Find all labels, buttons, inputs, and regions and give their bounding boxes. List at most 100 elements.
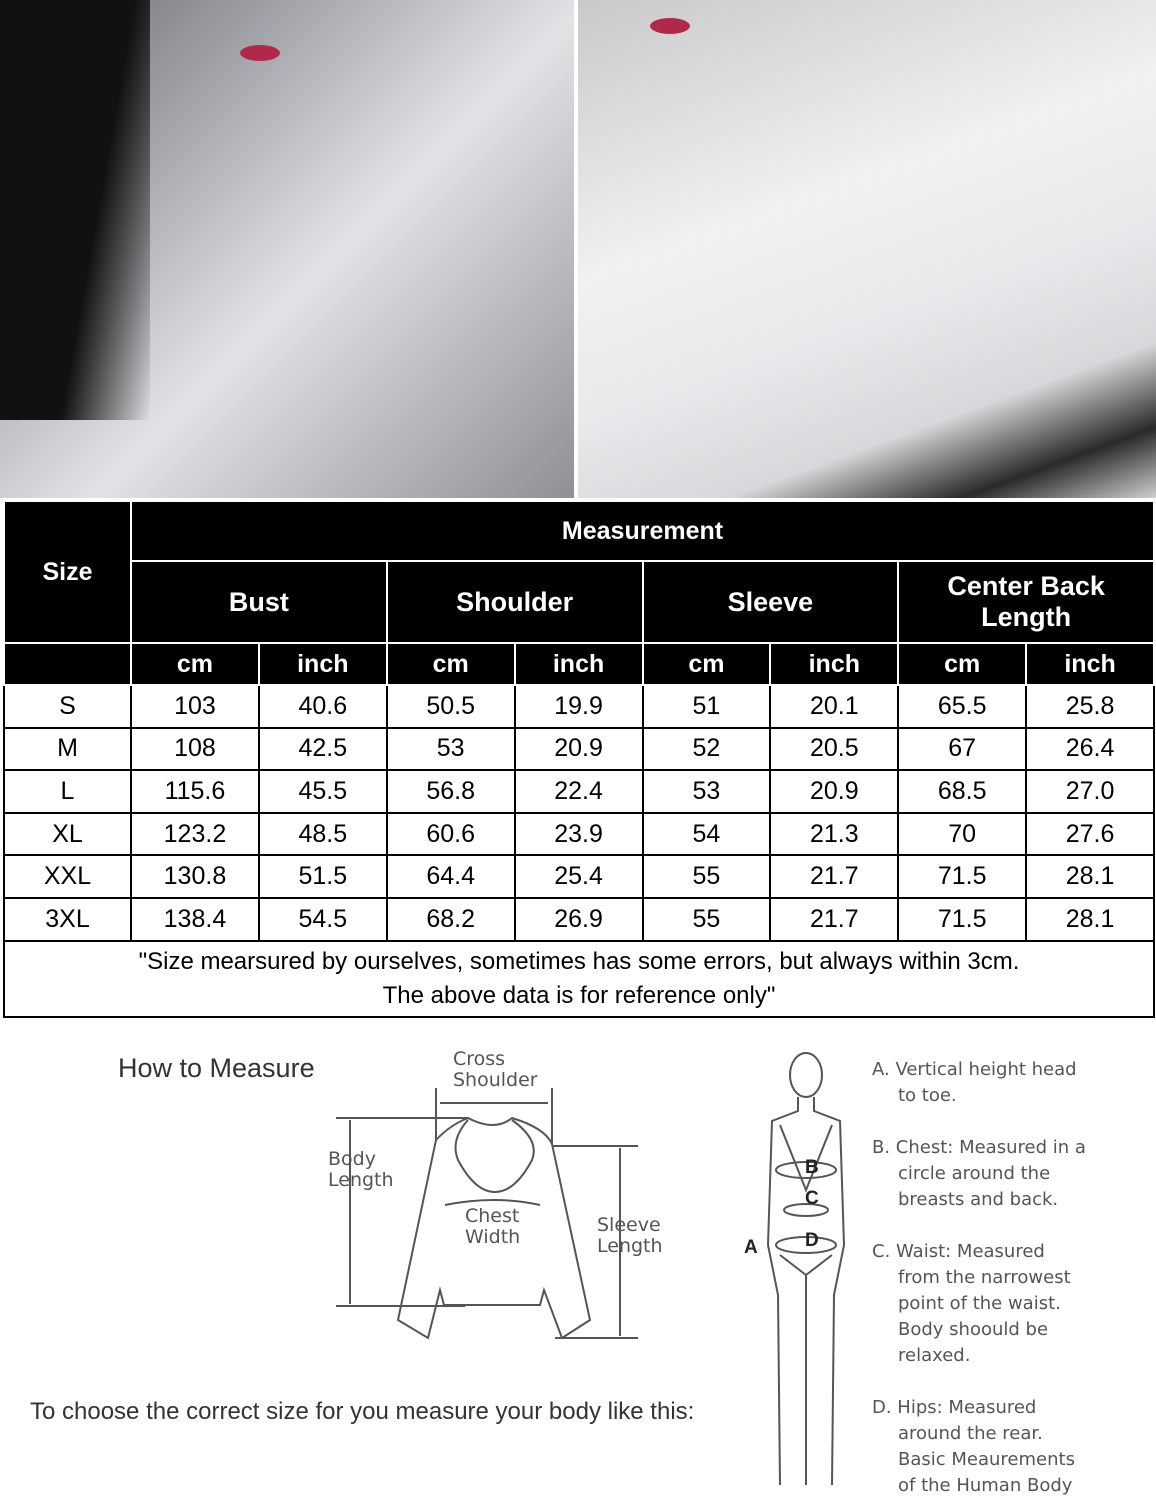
value-cell: 138.4 — [130, 896, 260, 942]
measure-note-line: point of the waist. — [898, 1293, 1061, 1314]
value-cell: 26.4 — [1025, 726, 1155, 772]
value-cell: 19.9 — [513, 684, 644, 729]
group-header: Sleeve — [641, 560, 900, 644]
measure-note-line: Body shoould be — [898, 1319, 1049, 1340]
measure-note-line: relaxed. — [898, 1345, 971, 1366]
unit-header: inch — [1025, 642, 1155, 686]
value-cell: 40.6 — [257, 684, 388, 729]
choose-size-text: To choose the correct size for you measu… — [30, 1398, 695, 1425]
value-cell: 71.5 — [897, 896, 1028, 942]
value-cell: 70 — [897, 811, 1028, 857]
value-cell: 115.6 — [130, 769, 260, 814]
table-row: L 115.6 45.5 56.8 22.4 53 20.9 68.5 27.0 — [3, 769, 1155, 814]
measure-note-line: from the narrowest — [898, 1267, 1071, 1288]
group-header: Bust — [130, 560, 388, 644]
size-header: Size — [3, 500, 132, 644]
size-cell: S — [3, 684, 132, 729]
value-cell: 123.2 — [130, 811, 260, 857]
value-cell: 53 — [385, 726, 516, 772]
unit-header: cm — [897, 642, 1028, 686]
value-cell: 22.4 — [513, 769, 644, 814]
body-mark-c: C — [805, 1188, 819, 1209]
how-to-measure-title: How to Measure — [118, 1053, 315, 1083]
value-cell: 65.5 — [897, 684, 1028, 729]
value-cell: 51 — [641, 684, 772, 729]
measure-note-line: circle around the — [898, 1163, 1051, 1184]
value-cell: 27.0 — [1025, 769, 1155, 814]
value-cell: 68.5 — [897, 769, 1028, 814]
value-cell: 20.9 — [769, 769, 900, 814]
measure-note-line: Basic Meaurements — [898, 1449, 1075, 1470]
unit-header: inch — [769, 642, 900, 686]
measure-note-line: D. Hips: Measured — [872, 1397, 1037, 1418]
value-cell: 56.8 — [385, 769, 516, 814]
value-cell: 20.1 — [769, 684, 900, 729]
value-cell: 55 — [641, 854, 772, 899]
value-cell: 45.5 — [257, 769, 388, 814]
table-row: XL 123.2 48.5 60.6 23.9 54 21.3 70 27.6 — [3, 811, 1155, 857]
body-mark-d: D — [805, 1230, 819, 1251]
value-cell: 28.1 — [1025, 896, 1155, 942]
size-chart-table: Size Measurement Bust Shoulder Sleeve Center… — [3, 500, 1155, 1018]
table-row: S 103 40.6 50.5 19.9 51 20.1 65.5 25.8 — [3, 684, 1155, 729]
value-cell: 130.8 — [130, 854, 260, 899]
measure-note-line: of the Human Body — [898, 1475, 1073, 1496]
value-cell: 52 — [641, 726, 772, 772]
unit-header: cm — [130, 642, 260, 686]
size-cell: XXL — [3, 854, 132, 899]
model-photo-right — [578, 0, 1156, 498]
unit-header: inch — [257, 642, 388, 686]
cross-shoulder-label: Cross — [453, 1048, 506, 1070]
measurement-header: Measurement — [130, 500, 1155, 562]
value-cell: 53 — [641, 769, 772, 814]
value-cell: 68.2 — [385, 896, 516, 942]
measure-note-line: around the rear. — [898, 1423, 1043, 1444]
size-cell: M — [3, 726, 132, 772]
unit-header: cm — [385, 642, 516, 686]
value-cell: 50.5 — [385, 684, 516, 729]
model-photo-left — [0, 0, 574, 498]
size-cell: L — [3, 769, 132, 814]
value-cell: 25.4 — [513, 854, 644, 899]
value-cell: 48.5 — [257, 811, 388, 857]
table-row: M 108 42.5 53 20.9 52 20.5 67 26.4 — [3, 726, 1155, 772]
value-cell: 54.5 — [257, 896, 388, 942]
value-cell: 20.9 — [513, 726, 644, 772]
value-cell: 60.6 — [385, 811, 516, 857]
table-row: XXL 130.8 51.5 64.4 25.4 55 21.7 71.5 28.1 — [3, 854, 1155, 899]
value-cell: 21.7 — [769, 896, 900, 942]
body-mark-b: B — [805, 1157, 819, 1178]
value-cell: 20.5 — [769, 726, 900, 772]
value-cell: 25.8 — [1025, 684, 1155, 729]
group-header: Center Back Length — [897, 560, 1155, 644]
shirt-diagram — [336, 1088, 638, 1340]
value-cell: 28.1 — [1025, 854, 1155, 899]
unit-header: inch — [513, 642, 644, 686]
value-cell: 42.5 — [257, 726, 388, 772]
value-cell: 51.5 — [257, 854, 388, 899]
value-cell: 103 — [130, 684, 260, 729]
table-row: 3XL 138.4 54.5 68.2 26.9 55 21.7 71.5 28.1 — [3, 896, 1155, 942]
value-cell: 21.7 — [769, 854, 900, 899]
measure-note-line: breasts and back. — [898, 1189, 1059, 1210]
measure-note-line: to toe. — [898, 1085, 957, 1106]
size-note: "Size mearsured by ourselves, sometimes … — [3, 939, 1155, 1018]
value-cell: 64.4 — [385, 854, 516, 899]
value-cell: 108 — [130, 726, 260, 772]
value-cell: 26.9 — [513, 896, 644, 942]
body-mark-a: A — [744, 1237, 758, 1258]
value-cell: 54 — [641, 811, 772, 857]
unit-header: cm — [641, 642, 772, 686]
value-cell: 67 — [897, 726, 1028, 772]
value-cell: 27.6 — [1025, 811, 1155, 857]
measure-note-line: C. Waist: Measured — [872, 1241, 1045, 1262]
measure-note-line: B. Chest: Measured in a — [872, 1137, 1086, 1158]
sleeve-length-label: Sleeve — [597, 1214, 661, 1236]
value-cell: 23.9 — [513, 811, 644, 857]
measure-note-line: A. Vertical height head — [872, 1059, 1077, 1080]
body-diagram — [766, 1052, 846, 1486]
group-header: Shoulder — [385, 560, 644, 644]
body-length-label: Body — [328, 1148, 376, 1170]
size-cell: 3XL — [3, 896, 132, 942]
size-cell: XL — [3, 811, 132, 857]
